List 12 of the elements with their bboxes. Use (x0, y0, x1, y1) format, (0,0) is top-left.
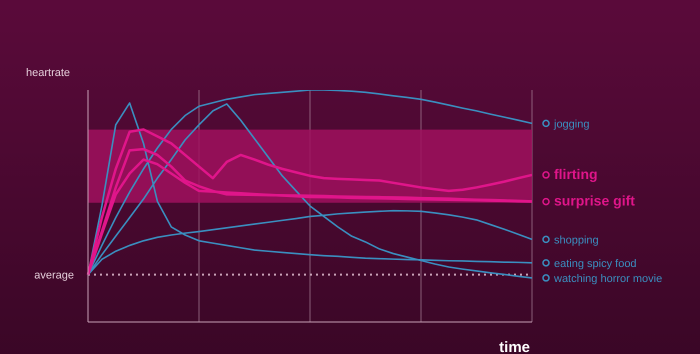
legend-label: flirting (554, 166, 598, 182)
legend-entry: surprise gift (542, 192, 635, 209)
legend-entry: shopping (542, 234, 599, 246)
legend-entry: eating spicy food (542, 258, 637, 270)
legend-entry: flirting (542, 166, 598, 182)
legend-entry: jogging (542, 118, 590, 130)
legend-label: jogging (553, 118, 590, 130)
ref-line-label: average (34, 270, 74, 282)
legend-label: shopping (554, 234, 599, 246)
y-axis-title: heartrate (26, 67, 70, 79)
legend-entry: watching horror movie (542, 272, 662, 285)
x-axis-title: time (499, 339, 530, 354)
